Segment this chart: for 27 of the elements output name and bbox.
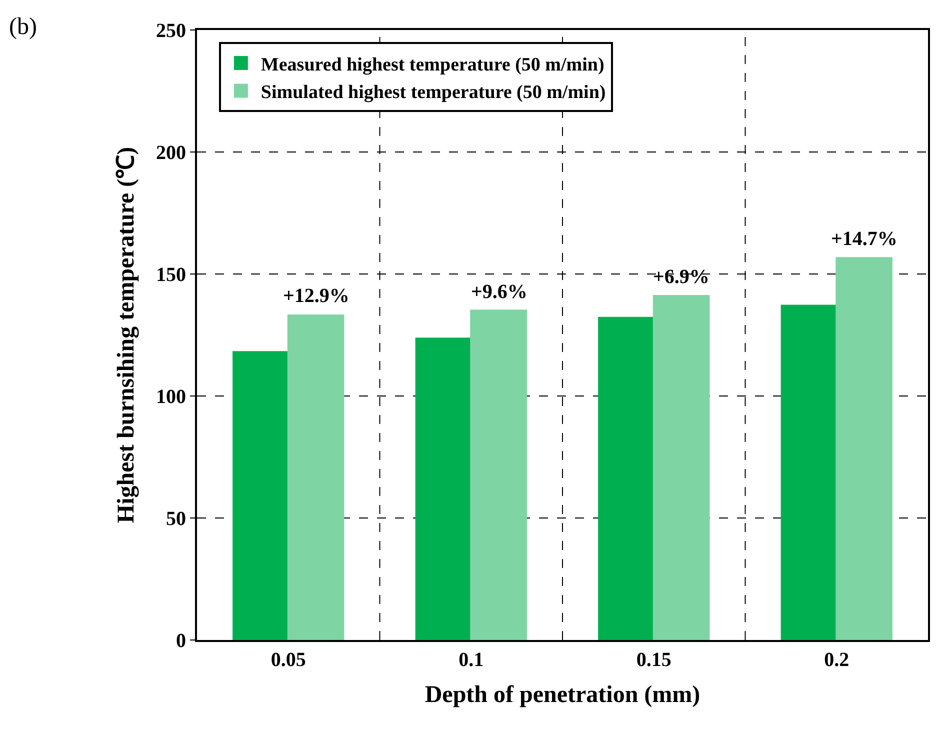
y-tick-label: 200 xyxy=(156,142,186,164)
annotation: +12.9% xyxy=(283,285,350,307)
x-tick-label: 0.15 xyxy=(636,649,672,671)
legend-label: Measured highest temperature (50 m/min) xyxy=(260,54,604,76)
bar xyxy=(470,310,527,640)
bar xyxy=(598,316,655,640)
bar xyxy=(652,294,710,640)
bar xyxy=(232,351,290,640)
annotation: +6.9% xyxy=(653,266,710,288)
bar xyxy=(415,338,472,640)
y-axis-title: Highest burnsihing temperature (℃) xyxy=(114,146,140,524)
y-tick-label: 150 xyxy=(156,264,186,286)
bar xyxy=(780,304,838,640)
x-tick-label: 0.05 xyxy=(270,649,306,671)
annotation: +14.7% xyxy=(831,228,898,250)
x-tick-label: 0.1 xyxy=(458,649,484,671)
y-tick-label: 0 xyxy=(176,630,186,652)
x-tick-label: 0.2 xyxy=(824,649,850,671)
bar xyxy=(287,314,344,640)
text: (b) xyxy=(9,14,37,40)
bar xyxy=(836,257,892,640)
y-tick-label: 50 xyxy=(166,508,186,530)
y-tick-label: 250 xyxy=(156,20,186,42)
legend-label: Simulated highest temperature (50 m/min) xyxy=(260,82,606,104)
y-tick-label: 100 xyxy=(156,386,186,408)
annotation: +9.6% xyxy=(471,281,528,303)
x-axis-title: Depth of penetration (mm) xyxy=(424,682,700,708)
